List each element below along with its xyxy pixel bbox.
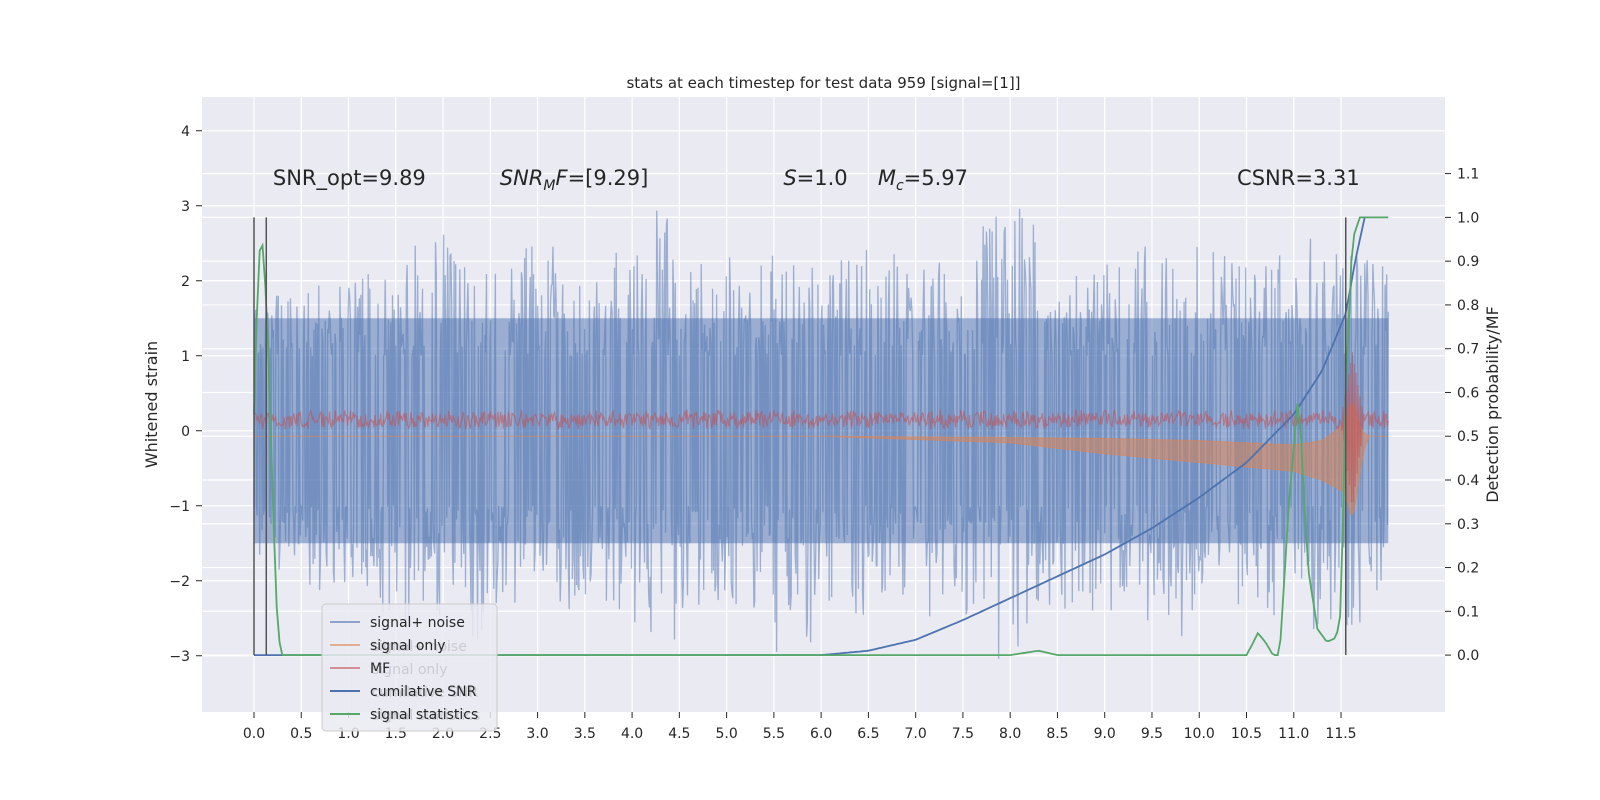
x-tick-label: 9.5: [1141, 726, 1163, 742]
annotation-part: M: [543, 178, 555, 194]
x-tick-label: 8.0: [999, 726, 1021, 742]
annotation-part: =[9.29]: [568, 166, 649, 190]
y2-tick-label: 0.4: [1457, 473, 1479, 489]
y2-tick-label: 0.5: [1457, 429, 1479, 445]
x-tick-label: 7.0: [905, 726, 927, 742]
legend-shadow-text: signal statistics: [372, 708, 480, 724]
y-tick-label: 1: [181, 349, 190, 365]
annotation-part: SNR_opt=9.89: [273, 166, 426, 191]
annotation-2: S=1.0: [783, 166, 847, 190]
y-tick-label: −1: [169, 499, 190, 515]
x-tick-label: 5.0: [715, 726, 737, 742]
y-axis-title: Whitened strain: [142, 341, 161, 468]
annotation-0: SNR_opt=9.89: [273, 166, 426, 191]
x-tick-label: 3.5: [574, 726, 596, 742]
annotation-1: SNRMF=[9.29]: [500, 166, 649, 194]
legend-label: signal+ noise: [370, 615, 465, 631]
y2-axis-title: Detection probability/MF: [1483, 306, 1502, 503]
annotation-part: SNR: [500, 166, 544, 190]
y2-tick-label: 0.3: [1457, 517, 1479, 533]
series-mf: [253, 351, 1389, 503]
axes: 0.0 0.5 1.0 1.5 2.0 2.5 3.0 3.5 4.0 4.5 5.0 5.5 6.0 6…: [169, 124, 1479, 742]
y2-tick-label: 0.1: [1457, 604, 1479, 620]
mf-trace: [253, 351, 1389, 503]
series-signal-only: [254, 403, 1389, 517]
annotation-part: =1.0: [797, 166, 848, 190]
y2-tick-label: 0.9: [1457, 254, 1479, 270]
y2-tick-label: 1.1: [1457, 167, 1479, 183]
annotations: SNR_opt=9.89 SNRMF=[9.29] S=1.0 Mc=5.97 CSNR…: [273, 166, 1360, 194]
y-tick-label: 0: [181, 424, 190, 440]
annotation-part: M: [878, 166, 896, 190]
legend-label: signal statistics: [370, 707, 478, 723]
y2-tick-label: 1.0: [1457, 210, 1479, 226]
y2-tick-label: 0.2: [1457, 561, 1479, 577]
series-signal-noise: [253, 208, 1389, 659]
annotation-part: c: [896, 178, 904, 194]
x-tick-label: 6.5: [857, 726, 879, 742]
y-tick-label: 2: [181, 274, 190, 290]
x-tick-label: 11.0: [1278, 726, 1309, 742]
legend-box: [321, 603, 498, 732]
y2-tick-label: 0.6: [1457, 385, 1479, 401]
y-tick-label: 3: [181, 199, 190, 215]
y-tick-label: −2: [169, 574, 190, 590]
x-tick-label: 11.5: [1325, 726, 1356, 742]
annotation-3: Mc=5.97: [878, 166, 968, 194]
x-tick-label: 0.5: [290, 726, 312, 742]
series-layer: [253, 208, 1389, 659]
x-tick-label: 7.5: [952, 726, 974, 742]
annotation-part: S: [783, 166, 796, 190]
vertical-markers: [253, 217, 1347, 656]
y2-tick-label: 0.0: [1457, 648, 1479, 664]
signal-band: [254, 403, 1389, 517]
x-tick-label: 6.0: [810, 726, 832, 742]
y-tick-label: −3: [169, 649, 190, 665]
x-tick-label: 0.0: [243, 726, 265, 742]
annotation-part: =5.97: [904, 166, 968, 190]
y2-tick-label: 0.8: [1457, 298, 1479, 314]
x-tick-label: 4.5: [668, 726, 690, 742]
annotation-part: F: [555, 166, 568, 190]
x-tick-label: 10.5: [1231, 726, 1262, 742]
y2-tick-label: 0.7: [1457, 342, 1479, 358]
chart-title: stats at each timestep for test data 959…: [626, 74, 1020, 92]
x-tick-label: 4.0: [621, 726, 643, 742]
x-tick-label: 8.5: [1046, 726, 1068, 742]
x-tick-label: 9.0: [1094, 726, 1116, 742]
legend-label: signal only: [370, 638, 445, 654]
annotation-part: CSNR=3.31: [1237, 166, 1360, 190]
x-tick-label: 5.5: [763, 726, 785, 742]
x-tick-label: 10.0: [1184, 726, 1215, 742]
legend-shadow-text: signal+ noise: [372, 639, 467, 655]
legend-label: cumilative SNR: [370, 684, 477, 700]
legend-label: MF: [370, 661, 390, 677]
legend-shadow-text: cumilative SNR: [372, 685, 479, 701]
x-tick-label: 3.0: [526, 726, 548, 742]
noise-trace: [253, 208, 1389, 659]
annotation-4: CSNR=3.31: [1237, 166, 1360, 190]
legend-shadow-text: signal only: [372, 662, 447, 678]
y-tick-label: 4: [181, 124, 190, 140]
